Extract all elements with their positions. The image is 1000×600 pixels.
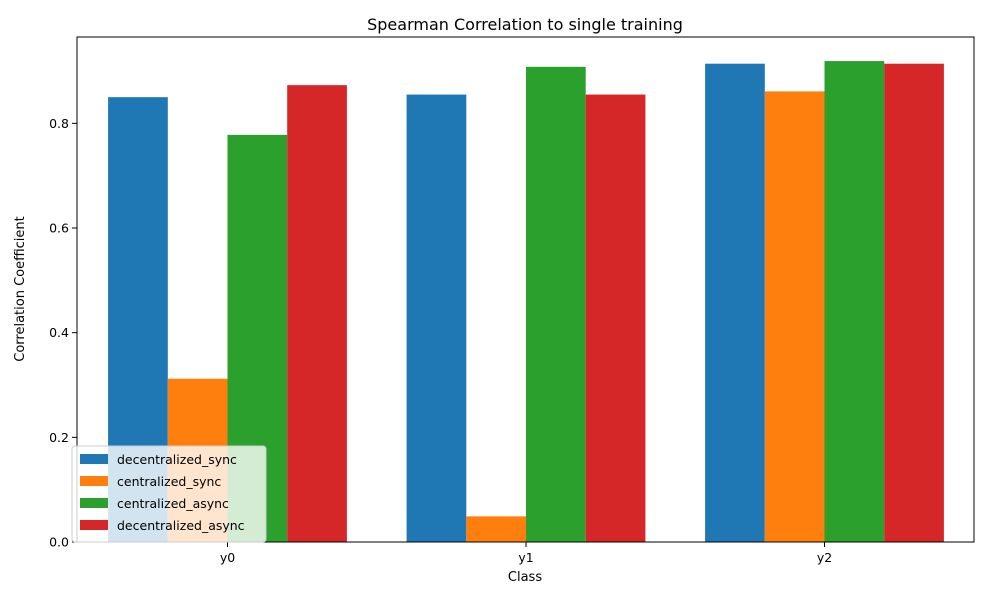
legend-label-decentralized_async: decentralized_async [117, 518, 245, 533]
x-axis-label: Class [508, 570, 542, 585]
bar-centralized_sync-y2 [764, 91, 825, 543]
y-tick-label-2: 0.4 [49, 325, 69, 340]
x-tick-label-y1: y1 [518, 550, 533, 565]
bar-decentralized_async-y0 [287, 85, 347, 543]
x-tick-label-y0: y0 [220, 550, 235, 565]
legend-label-centralized_sync: centralized_sync [117, 474, 221, 489]
legend-swatch-centralized_sync [80, 476, 108, 486]
bar-decentralized_async-y2 [884, 63, 944, 542]
y-tick-label-4: 0.8 [49, 116, 69, 131]
legend-label-centralized_async: centralized_async [117, 496, 229, 511]
legend: decentralized_sync centralized_synccentra… [71, 445, 267, 543]
y-tick-label-1: 0.2 [49, 430, 69, 445]
plot-frame [76, 36, 975, 543]
bar-centralized_async-y2 [824, 61, 885, 542]
bar-decentralized_sync-y1 [406, 94, 467, 542]
y-axis-label: Correlation Coefficient [13, 216, 28, 362]
y-axis: 0.0 0.2 0.4 0.6 0.8 [49, 116, 77, 550]
y-tick-label-3: 0.6 [49, 221, 69, 236]
legend-swatch-centralized_async [80, 498, 108, 508]
legend-swatch-decentralized_async [80, 520, 108, 530]
bar-decentralized_async-y1 [585, 94, 646, 542]
y-tick-label-0: 0.0 [49, 535, 69, 550]
bar-decentralized_sync-y2 [705, 63, 765, 542]
bar-centralized_sync-y1 [466, 516, 526, 542]
legend-label-decentralized_sync: decentralized_sync [117, 452, 237, 467]
x-tick-label-y2: y2 [817, 550, 832, 565]
x-axis: y0 y1 y2 [220, 542, 832, 565]
legend-box [71, 445, 267, 543]
chart-title: Spearman Correlation to single training [367, 15, 683, 34]
bar-centralized_async-y1 [526, 66, 586, 542]
legend-swatch-decentralized_sync [80, 454, 108, 464]
